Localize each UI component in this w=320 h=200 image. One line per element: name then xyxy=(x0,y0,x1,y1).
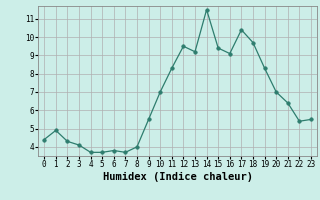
X-axis label: Humidex (Indice chaleur): Humidex (Indice chaleur) xyxy=(103,172,252,182)
